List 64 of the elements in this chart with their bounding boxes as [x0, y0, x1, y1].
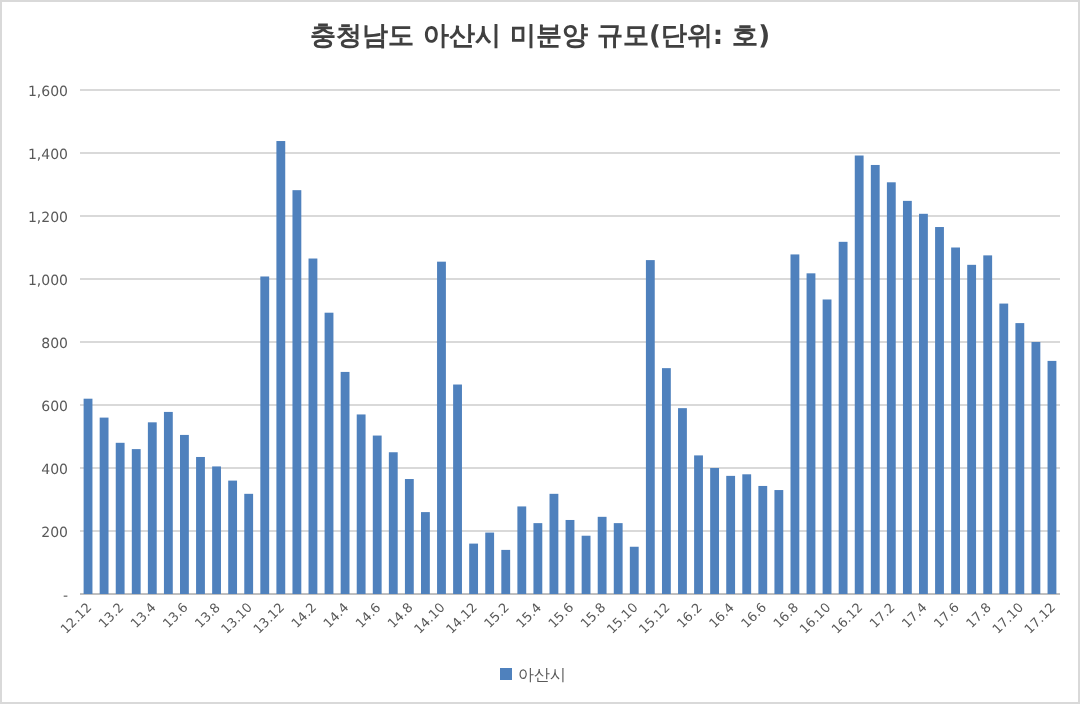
legend-label: 아산시 — [518, 666, 566, 684]
bar — [340, 371, 350, 594]
bar — [629, 546, 639, 594]
bar — [1047, 360, 1057, 594]
bar — [919, 213, 928, 594]
bar — [565, 519, 575, 594]
bar — [742, 474, 752, 594]
bar — [870, 164, 880, 594]
bar — [501, 549, 511, 594]
bar — [613, 523, 623, 594]
bar — [854, 155, 864, 594]
bar — [597, 516, 607, 594]
bar — [999, 303, 1009, 594]
bar — [1031, 342, 1041, 594]
chart-title: 충청남도 아산시 미분양 규모(단위: 호) — [309, 22, 771, 52]
bar — [967, 264, 977, 594]
bar — [276, 141, 286, 594]
bar — [581, 535, 591, 594]
bar — [951, 247, 960, 594]
bar — [774, 490, 784, 594]
bar — [260, 276, 270, 594]
bar — [645, 260, 655, 594]
bar — [902, 200, 912, 594]
bar — [212, 466, 221, 594]
bar — [115, 442, 125, 594]
bar — [806, 273, 816, 594]
bar — [308, 258, 318, 594]
bar — [324, 312, 334, 594]
bar — [726, 475, 736, 594]
bar — [83, 398, 93, 594]
bar — [147, 422, 157, 594]
bar — [163, 411, 173, 594]
bar — [517, 506, 527, 594]
bar — [694, 455, 703, 594]
bar — [180, 434, 189, 594]
bar — [758, 485, 768, 594]
bar — [388, 452, 398, 594]
bar — [437, 261, 446, 594]
bar — [131, 449, 141, 594]
bar — [935, 227, 944, 594]
bar — [404, 479, 414, 594]
bar — [838, 241, 848, 594]
bar — [420, 512, 430, 594]
bar — [822, 299, 832, 594]
bar — [228, 480, 238, 594]
bar — [196, 456, 205, 594]
bar — [99, 417, 109, 594]
bar — [678, 408, 687, 594]
bar — [453, 384, 462, 594]
bar — [356, 414, 366, 594]
bar — [886, 182, 896, 594]
bar — [1015, 323, 1025, 594]
bar — [485, 532, 495, 594]
bar — [244, 493, 254, 594]
bar — [292, 190, 302, 594]
legend: 아산시 — [500, 666, 566, 684]
bar — [790, 254, 800, 594]
bar — [469, 543, 479, 594]
bar — [372, 435, 382, 594]
bar — [710, 468, 720, 594]
bar — [549, 493, 559, 594]
bar — [533, 523, 543, 594]
bar — [661, 368, 671, 594]
bar — [983, 255, 993, 594]
